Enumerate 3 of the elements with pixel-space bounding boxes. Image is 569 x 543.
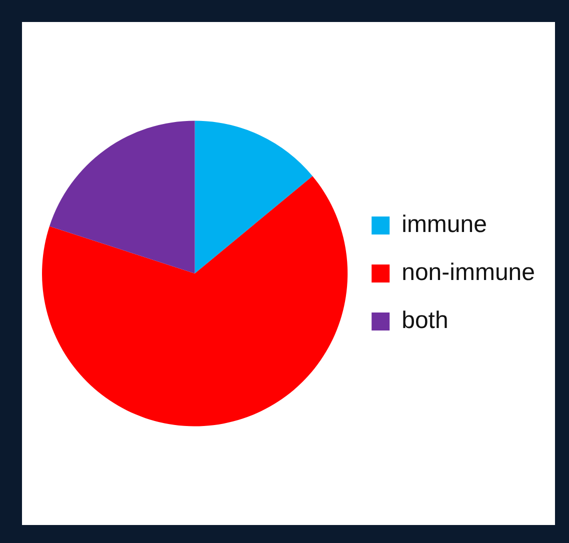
legend-label: non-immune — [402, 259, 536, 286]
legend-label: immune — [402, 211, 487, 238]
legend-label: both — [402, 307, 448, 334]
